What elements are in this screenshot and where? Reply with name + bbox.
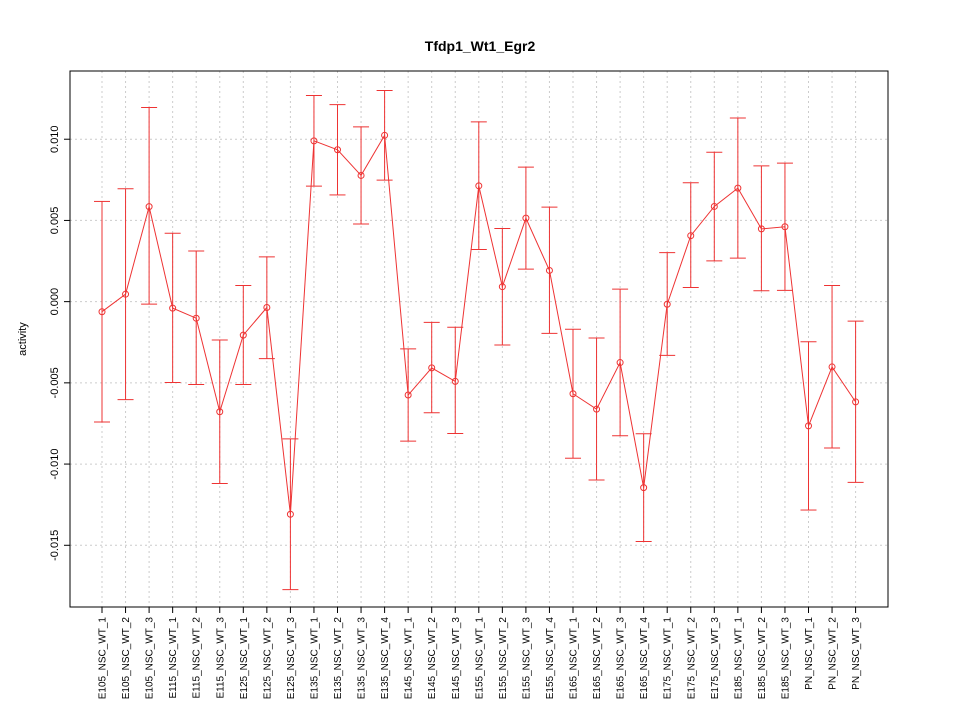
x-tick-label: E105_NSC_WT_1 <box>98 617 109 700</box>
series-line <box>101 133 857 515</box>
data-point <box>593 405 601 413</box>
data-point <box>710 202 718 210</box>
data-point <box>169 304 177 312</box>
series-layer <box>98 131 860 518</box>
data-point <box>428 364 436 372</box>
data-point <box>310 137 318 145</box>
data-point <box>216 408 224 416</box>
x-tick-label: E165_NSC_WT_3 <box>616 617 627 700</box>
y-tick-label: 0.010 <box>49 125 61 153</box>
errorbar-layer <box>94 89 864 591</box>
x-tick-label: E155_NSC_WT_4 <box>545 617 556 700</box>
data-point <box>98 308 106 316</box>
data-point <box>757 225 765 233</box>
x-tick-label: E105_NSC_WT_2 <box>121 617 132 700</box>
data-point <box>616 359 624 367</box>
x-tick-label: E155_NSC_WT_1 <box>474 617 485 700</box>
x-tick-label: E165_NSC_WT_2 <box>592 617 603 700</box>
data-point <box>640 484 648 492</box>
x-tick-label: E125_NSC_WT_1 <box>239 617 250 700</box>
x-tick-label: E185_NSC_WT_2 <box>757 617 768 700</box>
x-tick-label: E145_NSC_WT_2 <box>427 617 438 700</box>
data-point <box>192 314 200 322</box>
x-tick-label: E135_NSC_WT_3 <box>357 617 368 700</box>
data-point <box>475 182 483 190</box>
x-tick-label: E155_NSC_WT_2 <box>498 617 509 700</box>
axis-layer: -0.015 -0.010 -0.005 0.000 0.005 0.010 E105_NS… <box>49 125 862 699</box>
data-point <box>734 184 742 192</box>
x-tick-label: E145_NSC_WT_3 <box>451 617 462 700</box>
data-point <box>381 131 389 139</box>
data-point <box>852 398 860 406</box>
x-tick-label: E165_NSC_WT_4 <box>639 617 650 700</box>
data-point <box>334 146 341 154</box>
x-tick-label: E135_NSC_WT_2 <box>333 617 344 700</box>
x-tick-label: E115_NSC_WT_3 <box>215 617 226 699</box>
data-point <box>805 422 812 430</box>
grid-layer <box>70 71 888 607</box>
data-point <box>404 391 412 399</box>
data-point <box>357 171 365 179</box>
x-tick-label: PN_NSC_WT_1 <box>804 617 815 690</box>
data-point <box>286 510 294 518</box>
chart-title: Tfdp1_Wt1_Egr2 <box>425 38 536 54</box>
y-tick-label: 0.005 <box>49 207 61 235</box>
x-tick-label: E175_NSC_WT_1 <box>663 617 674 700</box>
data-point <box>498 283 506 291</box>
y-axis-label: activity <box>17 322 29 356</box>
plot-frame <box>69 70 889 608</box>
data-point <box>663 300 671 308</box>
y-tick-label: 0.000 <box>49 288 61 316</box>
x-tick-label: E175_NSC_WT_3 <box>710 617 721 700</box>
y-tick-label: -0.005 <box>49 367 61 398</box>
y-tick-label: -0.010 <box>49 448 61 479</box>
x-tick-label: E115_NSC_WT_2 <box>192 617 203 699</box>
x-tick-label: E155_NSC_WT_3 <box>521 617 532 700</box>
x-tick-label: E115_NSC_WT_1 <box>168 617 179 699</box>
x-tick-label: E145_NSC_WT_1 <box>404 617 415 700</box>
data-point <box>828 363 836 371</box>
x-tick-label: PN_NSC_WT_2 <box>828 617 839 690</box>
x-tick-label: E135_NSC_WT_1 <box>309 617 320 700</box>
x-tick-label: E125_NSC_WT_2 <box>262 617 273 700</box>
x-tick-label: E105_NSC_WT_3 <box>145 617 156 700</box>
data-point <box>522 214 530 222</box>
x-tick-label: E165_NSC_WT_1 <box>569 617 580 700</box>
x-tick-label: E135_NSC_WT_4 <box>380 617 391 700</box>
x-tick-label: E125_NSC_WT_3 <box>286 617 297 700</box>
data-point <box>122 290 130 298</box>
x-tick-label: E175_NSC_WT_2 <box>686 617 697 700</box>
data-point <box>239 331 247 339</box>
data-point <box>569 390 577 398</box>
data-point <box>263 303 271 311</box>
data-point <box>451 377 459 385</box>
data-point <box>781 223 789 231</box>
data-point <box>545 266 553 274</box>
x-tick-label: E185_NSC_WT_3 <box>780 617 791 700</box>
x-tick-label: PN_NSC_WT_3 <box>851 617 862 690</box>
y-tick-label: -0.015 <box>49 530 61 561</box>
data-point <box>145 203 153 211</box>
data-point <box>687 232 695 240</box>
x-tick-label: E185_NSC_WT_1 <box>733 617 744 700</box>
